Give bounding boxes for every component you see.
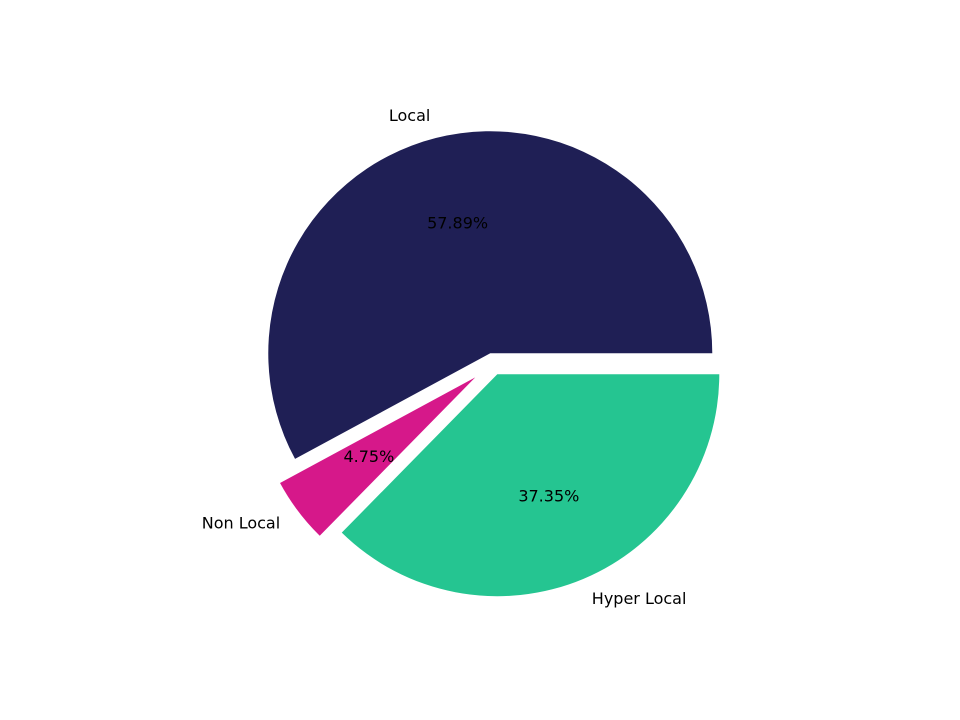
pie-slice: [268, 131, 713, 459]
slice-label: Non Local: [202, 514, 280, 533]
slice-label: Hyper Local: [592, 589, 687, 608]
pie-slice: [280, 377, 476, 536]
percent-label: 4.75%: [343, 447, 394, 466]
percent-label: 57.89%: [427, 214, 488, 233]
slice-label: Local: [389, 106, 430, 125]
pie-slice: [341, 374, 720, 597]
percent-label: 37.35%: [518, 487, 579, 506]
